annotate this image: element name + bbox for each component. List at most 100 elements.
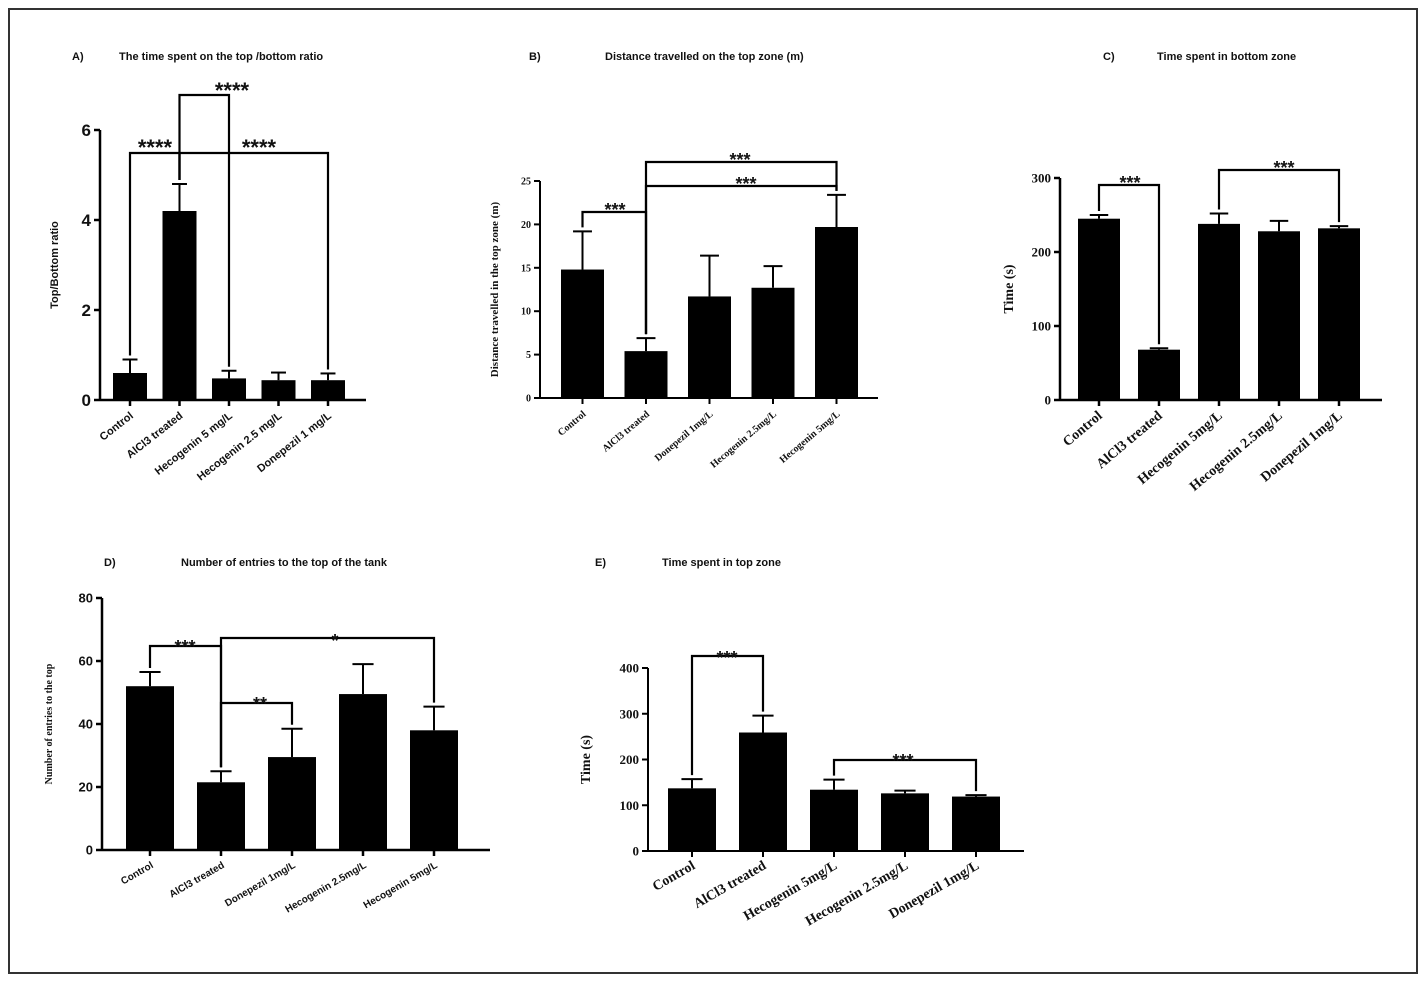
significance-label-c: *** [1119, 173, 1140, 193]
bar-d [197, 782, 245, 850]
y-tick-label-d: 20 [79, 780, 93, 795]
y-tick-label-d: 80 [79, 591, 93, 606]
significance-label-c: *** [1273, 158, 1294, 178]
significance-bracket-c [1097, 183, 1161, 345]
figure-frame [8, 8, 1418, 974]
y-axis-label-b: Distance travelled in the top zone (m) [489, 201, 501, 377]
y-tick-label-b: 15 [521, 263, 531, 274]
chart-d: 0 20 40 60 80 Number of entries to the top Con… [44, 591, 490, 915]
significance-label-a: **** [138, 135, 173, 160]
significance-bracket-c [1217, 168, 1341, 223]
y-tick-label-c: 200 [1032, 245, 1052, 260]
category-label-c: Control [1060, 409, 1105, 450]
panel-d-header: D) Number of entries to the top of the t… [104, 557, 388, 569]
category-label-d: Control [119, 860, 155, 887]
bar-a [113, 373, 147, 400]
panel-a-header: A) The time spent on the top /bottom rat… [72, 51, 323, 63]
y-axis-label-d: Number of entries to the top [44, 663, 55, 784]
bar-e [952, 796, 1000, 851]
y-tick-label-a: 6 [82, 121, 91, 140]
significance-bracket-a [178, 93, 231, 367]
y-tick-label-c: 100 [1032, 319, 1052, 334]
bar-e [810, 789, 858, 851]
category-label-a: Control [98, 410, 136, 444]
y-tick-label-b: 25 [521, 177, 531, 188]
bar-c [1198, 223, 1240, 400]
bar-c [1258, 231, 1300, 400]
y-tick-label-e: 300 [620, 706, 640, 721]
y-axis-label-e: Time (s) [579, 735, 594, 784]
bar-a [311, 380, 345, 400]
significance-label-d: ** [253, 694, 267, 714]
significance-bracket-b [644, 184, 838, 335]
significance-label-d: * [331, 631, 338, 651]
panel-d-title: Number of entries to the top of the tank [181, 557, 388, 569]
y-tick-label-d: 40 [79, 717, 93, 732]
significance-label-e: *** [892, 751, 913, 771]
bar-a [261, 380, 296, 400]
y-axis-label-c: Time (s) [1002, 264, 1017, 313]
y-tick-label-c: 0 [1045, 393, 1052, 408]
panel-c-header: C) Time spent in bottom zone [1103, 51, 1296, 63]
y-tick-label-e: 0 [633, 844, 640, 859]
chart-b: 0 5 10 15 20 25 Distance travelled in the top … [489, 150, 878, 471]
significance-label-a: **** [242, 135, 277, 160]
category-label-d: Donepezil 1mg/L [223, 860, 297, 909]
bar-b [815, 227, 858, 398]
significance-label-b: *** [729, 150, 750, 170]
y-tick-label-a: 0 [82, 391, 91, 410]
panel-b-title: Distance travelled on the top zone (m) [605, 51, 804, 63]
significance-label-b: *** [604, 200, 625, 220]
charts-layer: 0 2 4 6 Top/Bottom ratio Control AlCl3 treated… [44, 78, 1382, 929]
y-tick-label-d: 0 [86, 843, 93, 858]
panel-e-letter: E) [595, 557, 606, 569]
category-label-b: Donepezil 1mg/L [653, 409, 716, 464]
significance-bracket-d [219, 636, 436, 768]
bar-b [624, 351, 668, 398]
panel-e-title: Time spent in top zone [662, 557, 781, 569]
bar-c [1078, 218, 1120, 400]
significance-label-e: *** [716, 648, 737, 668]
category-label-b: Control [556, 409, 589, 439]
bar-e [739, 732, 787, 851]
significance-label-b: *** [735, 174, 756, 194]
y-tick-label-a: 2 [82, 301, 91, 320]
significance-bracket-e [690, 654, 765, 776]
bar-e [881, 793, 929, 851]
y-tick-label-e: 400 [620, 661, 640, 676]
bar-b [561, 269, 604, 398]
panel-b-header: B) Distance travelled on the top zone (m… [529, 51, 804, 63]
panel-c-letter: C) [1103, 51, 1115, 63]
panel-c-title: Time spent in bottom zone [1157, 51, 1296, 63]
y-tick-label-b: 10 [521, 307, 531, 318]
bar-a [212, 378, 246, 400]
bar-c [1318, 228, 1360, 400]
bar-d [339, 694, 387, 850]
bar-a [162, 211, 197, 400]
y-axis-label-a: Top/Bottom ratio [49, 221, 61, 309]
panel-a-letter: A) [72, 51, 84, 63]
category-label-b: Hecogenin 2.5mg/L [708, 409, 779, 471]
bar-d [268, 757, 316, 850]
category-label-d: AlCl3 treated [168, 860, 227, 900]
y-tick-label-c: 300 [1032, 171, 1052, 186]
significance-label-d: *** [174, 637, 195, 657]
category-label-d: Hecogenin 5mg/L [362, 860, 440, 911]
panel-a-title: The time spent on the top /bottom ratio [119, 51, 323, 63]
y-tick-label-d: 60 [79, 654, 93, 669]
bar-b [688, 296, 731, 398]
bar-d [410, 730, 458, 850]
y-tick-label-a: 4 [82, 211, 92, 230]
y-tick-label-b: 20 [521, 220, 531, 231]
panel-e-header: E) Time spent in top zone [595, 557, 781, 569]
panel-b-letter: B) [529, 51, 541, 63]
category-label-b: Hecogenin 5mg/L [778, 409, 843, 466]
significance-bracket-e [832, 758, 978, 792]
bar-d [126, 686, 174, 850]
category-label-b: AlCl3 treated [601, 409, 653, 455]
y-tick-label-e: 100 [620, 798, 640, 813]
